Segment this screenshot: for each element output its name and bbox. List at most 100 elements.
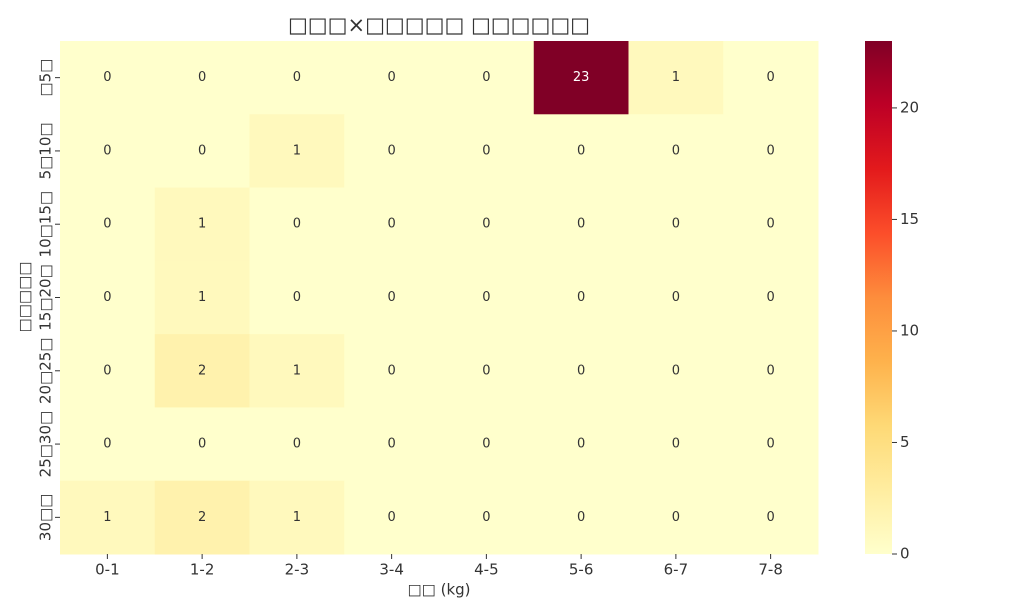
heatmap-cell xyxy=(60,334,156,408)
cell-label: 0 xyxy=(293,70,301,85)
heatmap-cell xyxy=(723,114,819,189)
heatmap-cell xyxy=(723,260,819,335)
heatmap-cell xyxy=(533,260,629,335)
heatmap-cell xyxy=(249,41,345,115)
x-tick-label: 1-2 xyxy=(190,561,215,579)
heatmap-cell xyxy=(533,41,629,115)
colorbar xyxy=(865,41,892,554)
heatmap-cell xyxy=(439,41,535,115)
y-tick-label: 25□30□ xyxy=(37,411,55,478)
cell-label: 0 xyxy=(577,510,585,525)
heatmap-cell xyxy=(60,260,156,335)
y-tick-label: 30□□ xyxy=(37,494,55,541)
cell-label: 0 xyxy=(672,290,680,305)
heatmap-cell xyxy=(723,334,819,408)
heatmap-cell xyxy=(628,114,724,189)
y-tick-label: 15□20□ xyxy=(37,264,55,331)
cell-label: 0 xyxy=(766,437,774,452)
x-axis-label: □□ (kg) xyxy=(407,581,470,599)
colorbar-tick-label: 10 xyxy=(900,321,919,339)
cell-label: 0 xyxy=(672,143,680,158)
cell-label: 0 xyxy=(387,143,395,158)
cell-label: 0 xyxy=(198,143,206,158)
cell-label: 0 xyxy=(672,363,680,378)
heatmap-cell xyxy=(628,41,724,115)
y-tick-label: □5□ xyxy=(37,59,55,97)
cell-label: 0 xyxy=(103,363,111,378)
heatmap-cell xyxy=(723,407,819,482)
heatmap-cell xyxy=(533,114,629,189)
cell-label: 0 xyxy=(482,290,490,305)
heatmap-cell xyxy=(439,480,535,555)
x-tick-label: 4-5 xyxy=(474,561,499,579)
cell-label: 0 xyxy=(103,437,111,452)
heatmap-cell xyxy=(249,480,345,555)
x-tick-label: 0-1 xyxy=(95,561,120,579)
cell-label: 23 xyxy=(573,70,590,85)
heatmap-cell xyxy=(439,260,535,335)
y-axis-label: □□□□□ xyxy=(16,262,34,333)
heatmap-cell xyxy=(533,480,629,555)
cell-label: 0 xyxy=(387,437,395,452)
heatmap-cell xyxy=(249,187,345,262)
cell-label: 0 xyxy=(482,363,490,378)
y-tick-label: 10□15□ xyxy=(37,191,55,258)
heatmap-cell xyxy=(723,187,819,262)
heatmap-cell xyxy=(439,187,535,262)
heatmap-cell xyxy=(60,187,156,262)
cell-label: 0 xyxy=(577,217,585,232)
cell-label: 0 xyxy=(482,217,490,232)
cell-label: 0 xyxy=(577,143,585,158)
cell-label: 0 xyxy=(766,510,774,525)
heatmap-cell xyxy=(60,407,156,482)
cell-label: 0 xyxy=(293,290,301,305)
colorbar-tick-label: 20 xyxy=(900,98,919,116)
cell-label: 1 xyxy=(293,143,301,158)
heatmap-cell xyxy=(533,334,629,408)
cell-label: 0 xyxy=(672,217,680,232)
cell-label: 0 xyxy=(103,290,111,305)
cell-label: 1 xyxy=(293,363,301,378)
x-tick-label: 2-3 xyxy=(285,561,310,579)
cell-label: 0 xyxy=(766,70,774,85)
cell-label: 1 xyxy=(672,70,680,85)
heatmap-cell xyxy=(628,480,724,555)
y-tick-label: 20□25□ xyxy=(37,338,55,405)
heatmap-cell xyxy=(154,334,250,408)
heatmap-cell xyxy=(344,41,440,115)
x-tick-label: 7-8 xyxy=(758,561,783,579)
cell-label: 0 xyxy=(577,437,585,452)
cell-label: 0 xyxy=(293,217,301,232)
heatmap-cell xyxy=(344,260,440,335)
heatmap-cell xyxy=(344,407,440,482)
cell-label: 0 xyxy=(103,217,111,232)
heatmap-cell xyxy=(249,334,345,408)
x-tick-label: 5-6 xyxy=(569,561,594,579)
heatmap-cell xyxy=(439,407,535,482)
cell-label: 1 xyxy=(293,510,301,525)
cell-label: 0 xyxy=(198,70,206,85)
heatmap-cell xyxy=(344,480,440,555)
x-tick-label: 3-4 xyxy=(379,561,404,579)
cell-label: 1 xyxy=(198,217,206,232)
cell-label: 0 xyxy=(672,437,680,452)
cell-label: 0 xyxy=(766,143,774,158)
heatmap-cell xyxy=(723,41,819,115)
cell-label: 0 xyxy=(387,363,395,378)
cell-label: 0 xyxy=(577,363,585,378)
heatmap-cell xyxy=(154,407,250,482)
cell-label: 1 xyxy=(198,290,206,305)
colorbar-tick-label: 5 xyxy=(900,433,910,451)
heatmap-cell xyxy=(533,407,629,482)
cell-label: 0 xyxy=(387,290,395,305)
heatmap-cell xyxy=(628,260,724,335)
heatmap-cell xyxy=(533,187,629,262)
heatmap-cell xyxy=(439,114,535,189)
cell-label: 0 xyxy=(766,217,774,232)
cell-label: 0 xyxy=(293,437,301,452)
y-tick-label: 5□10□ xyxy=(37,122,55,179)
heatmap-cell xyxy=(344,187,440,262)
cell-label: 0 xyxy=(387,70,395,85)
heatmap-cell xyxy=(154,41,250,115)
